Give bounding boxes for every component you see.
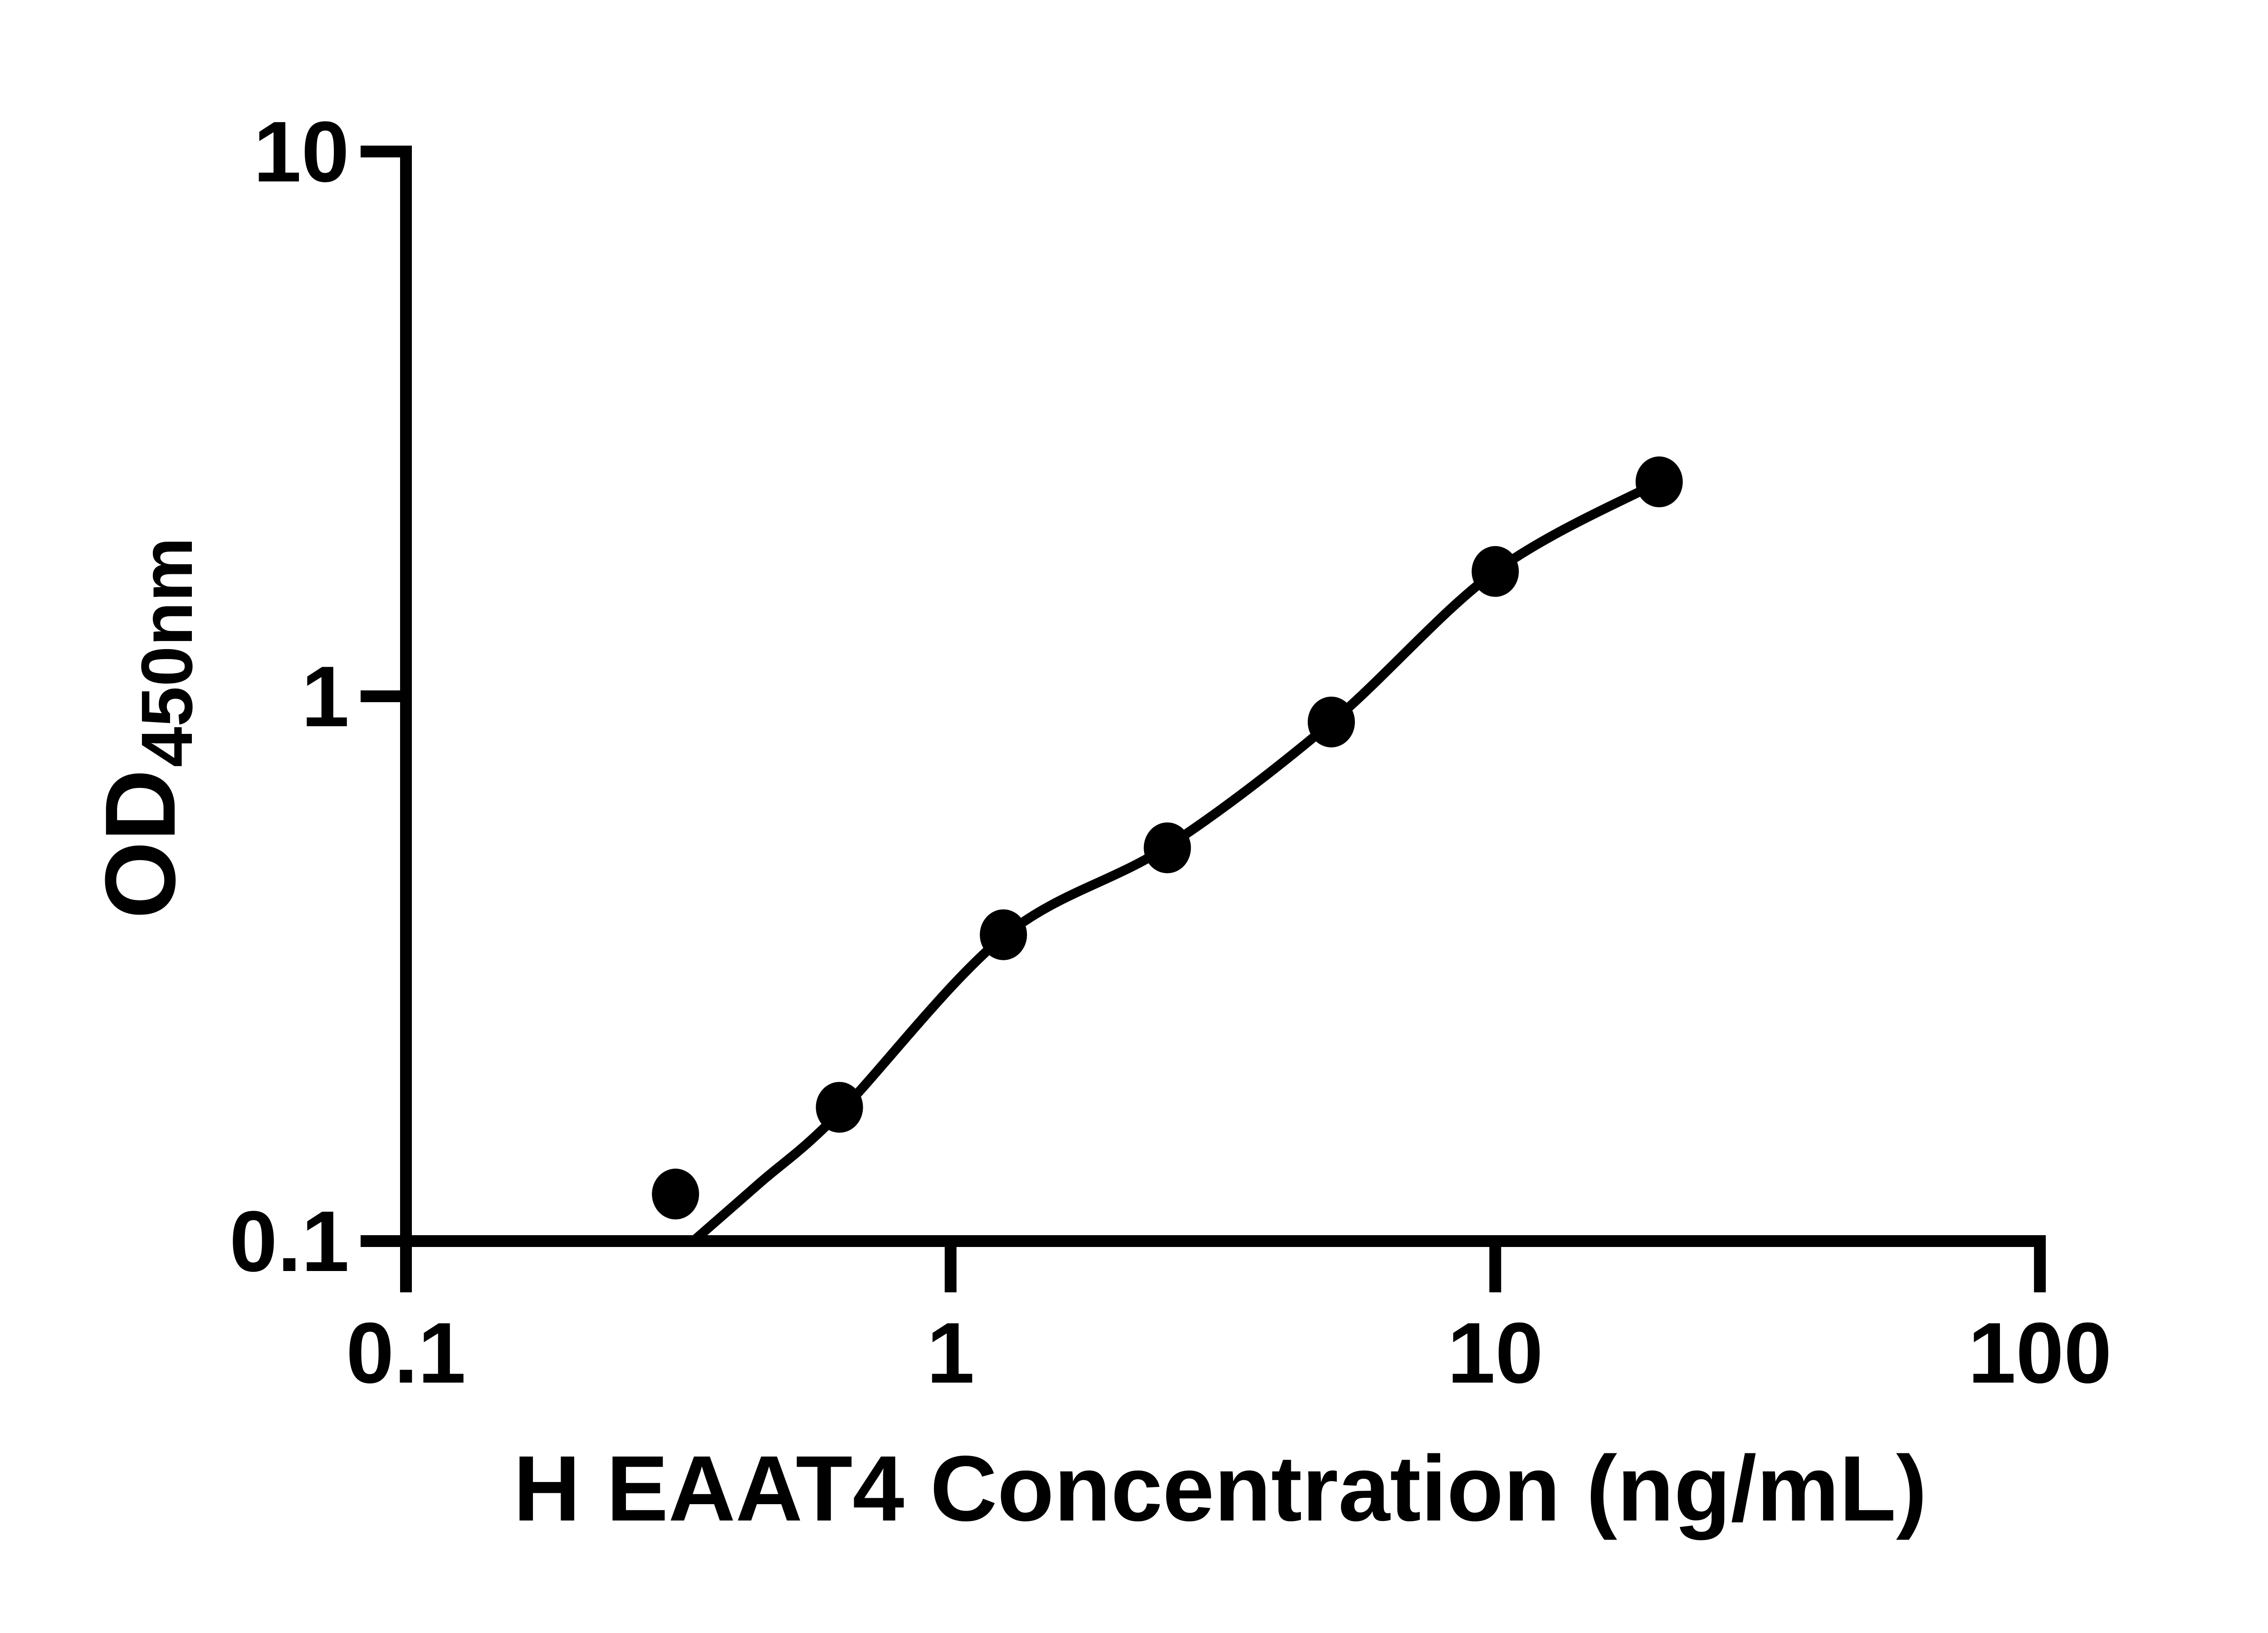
- y-tick-label: 0.1: [230, 1193, 349, 1290]
- data-point-marker: [980, 909, 1027, 960]
- x-tick-label: 1: [927, 1305, 975, 1401]
- data-point-marker: [1308, 696, 1355, 748]
- tick-labels: 10 1 0.1 0.1 1 10 100: [230, 104, 2112, 1401]
- x-tick-label: 0.1: [346, 1305, 466, 1401]
- data-point-marker: [1471, 546, 1519, 597]
- x-axis-title: H EAAT4 Concentration (ng/mL): [513, 1437, 1927, 1540]
- y-tick-label: 1: [301, 649, 349, 745]
- data-point-marker: [1144, 822, 1191, 874]
- axes: [361, 146, 2046, 1292]
- x-tick-label: 10: [1447, 1305, 1543, 1401]
- y-axis-title-subscript: 450nm: [126, 537, 207, 767]
- data-point-marker: [816, 1082, 863, 1133]
- y-tick-label: 10: [254, 104, 349, 200]
- y-axis-title: OD 450nm: [84, 537, 207, 919]
- data-point-marker: [652, 1169, 699, 1220]
- y-axis-title-main: OD: [84, 769, 196, 919]
- x-tick-label: 100: [1968, 1305, 2112, 1401]
- data-points: [652, 456, 1683, 1220]
- data-point-marker: [1635, 456, 1683, 508]
